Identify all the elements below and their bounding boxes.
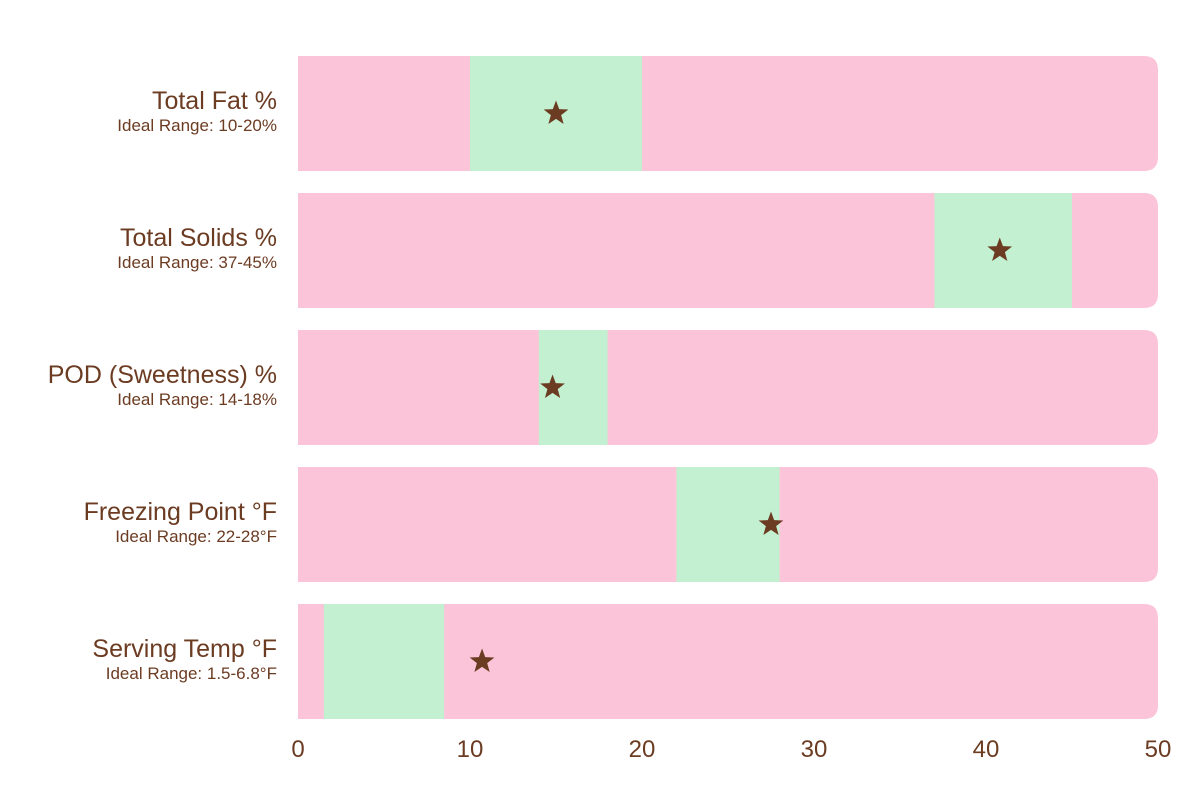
ideal-range-label: Ideal Range: 14-18% bbox=[117, 389, 277, 409]
range-track-bar bbox=[298, 56, 1158, 171]
star-icon bbox=[540, 374, 565, 399]
metric-row bbox=[298, 56, 1158, 171]
range-track-bar bbox=[298, 330, 1158, 445]
ideal-range-label: Ideal Range: 37-45% bbox=[117, 252, 277, 272]
metric-name: POD (Sweetness) % bbox=[47, 360, 277, 389]
metric-row bbox=[298, 467, 1158, 582]
row-label: Total Fat % Ideal Range: 10-20% bbox=[0, 87, 277, 136]
metric-row bbox=[298, 604, 1158, 719]
x-tick-label: 0 bbox=[291, 736, 304, 763]
metric-name: Total Solids % bbox=[119, 223, 277, 252]
metric-name: Serving Temp °F bbox=[92, 634, 277, 663]
star-icon bbox=[758, 511, 784, 536]
row-label: Total Solids % Ideal Range: 37-45% bbox=[0, 224, 277, 273]
row-label: Freezing Point °F Ideal Range: 22-28°F bbox=[0, 498, 277, 547]
metric-row bbox=[298, 193, 1158, 308]
x-tick-label: 40 bbox=[973, 736, 1000, 763]
x-tick-label: 50 bbox=[1145, 736, 1172, 763]
ideal-range-label: Ideal Range: 22-28°F bbox=[115, 526, 277, 546]
metric-name: Freezing Point °F bbox=[83, 497, 277, 526]
row-label: POD (Sweetness) % Ideal Range: 14-18% bbox=[0, 361, 277, 410]
star-icon bbox=[987, 237, 1013, 262]
star-icon bbox=[469, 648, 495, 673]
x-axis: 0 10 20 30 40 50 bbox=[291, 736, 1171, 763]
ideal-range-label: Ideal Range: 10-20% bbox=[117, 115, 277, 135]
x-tick-label: 20 bbox=[629, 736, 656, 763]
row-label: Serving Temp °F Ideal Range: 1.5-6.8°F bbox=[0, 635, 277, 684]
ideal-range-bar bbox=[676, 467, 780, 582]
rows-layer bbox=[298, 56, 1158, 719]
metric-row bbox=[298, 330, 1158, 445]
x-tick-label: 10 bbox=[457, 736, 484, 763]
star-icon bbox=[543, 100, 569, 125]
ideal-range-label: Ideal Range: 1.5-6.8°F bbox=[105, 663, 277, 683]
ideal-range-bar bbox=[323, 604, 445, 719]
metric-name: Total Fat % bbox=[151, 86, 277, 115]
x-tick-label: 30 bbox=[801, 736, 828, 763]
